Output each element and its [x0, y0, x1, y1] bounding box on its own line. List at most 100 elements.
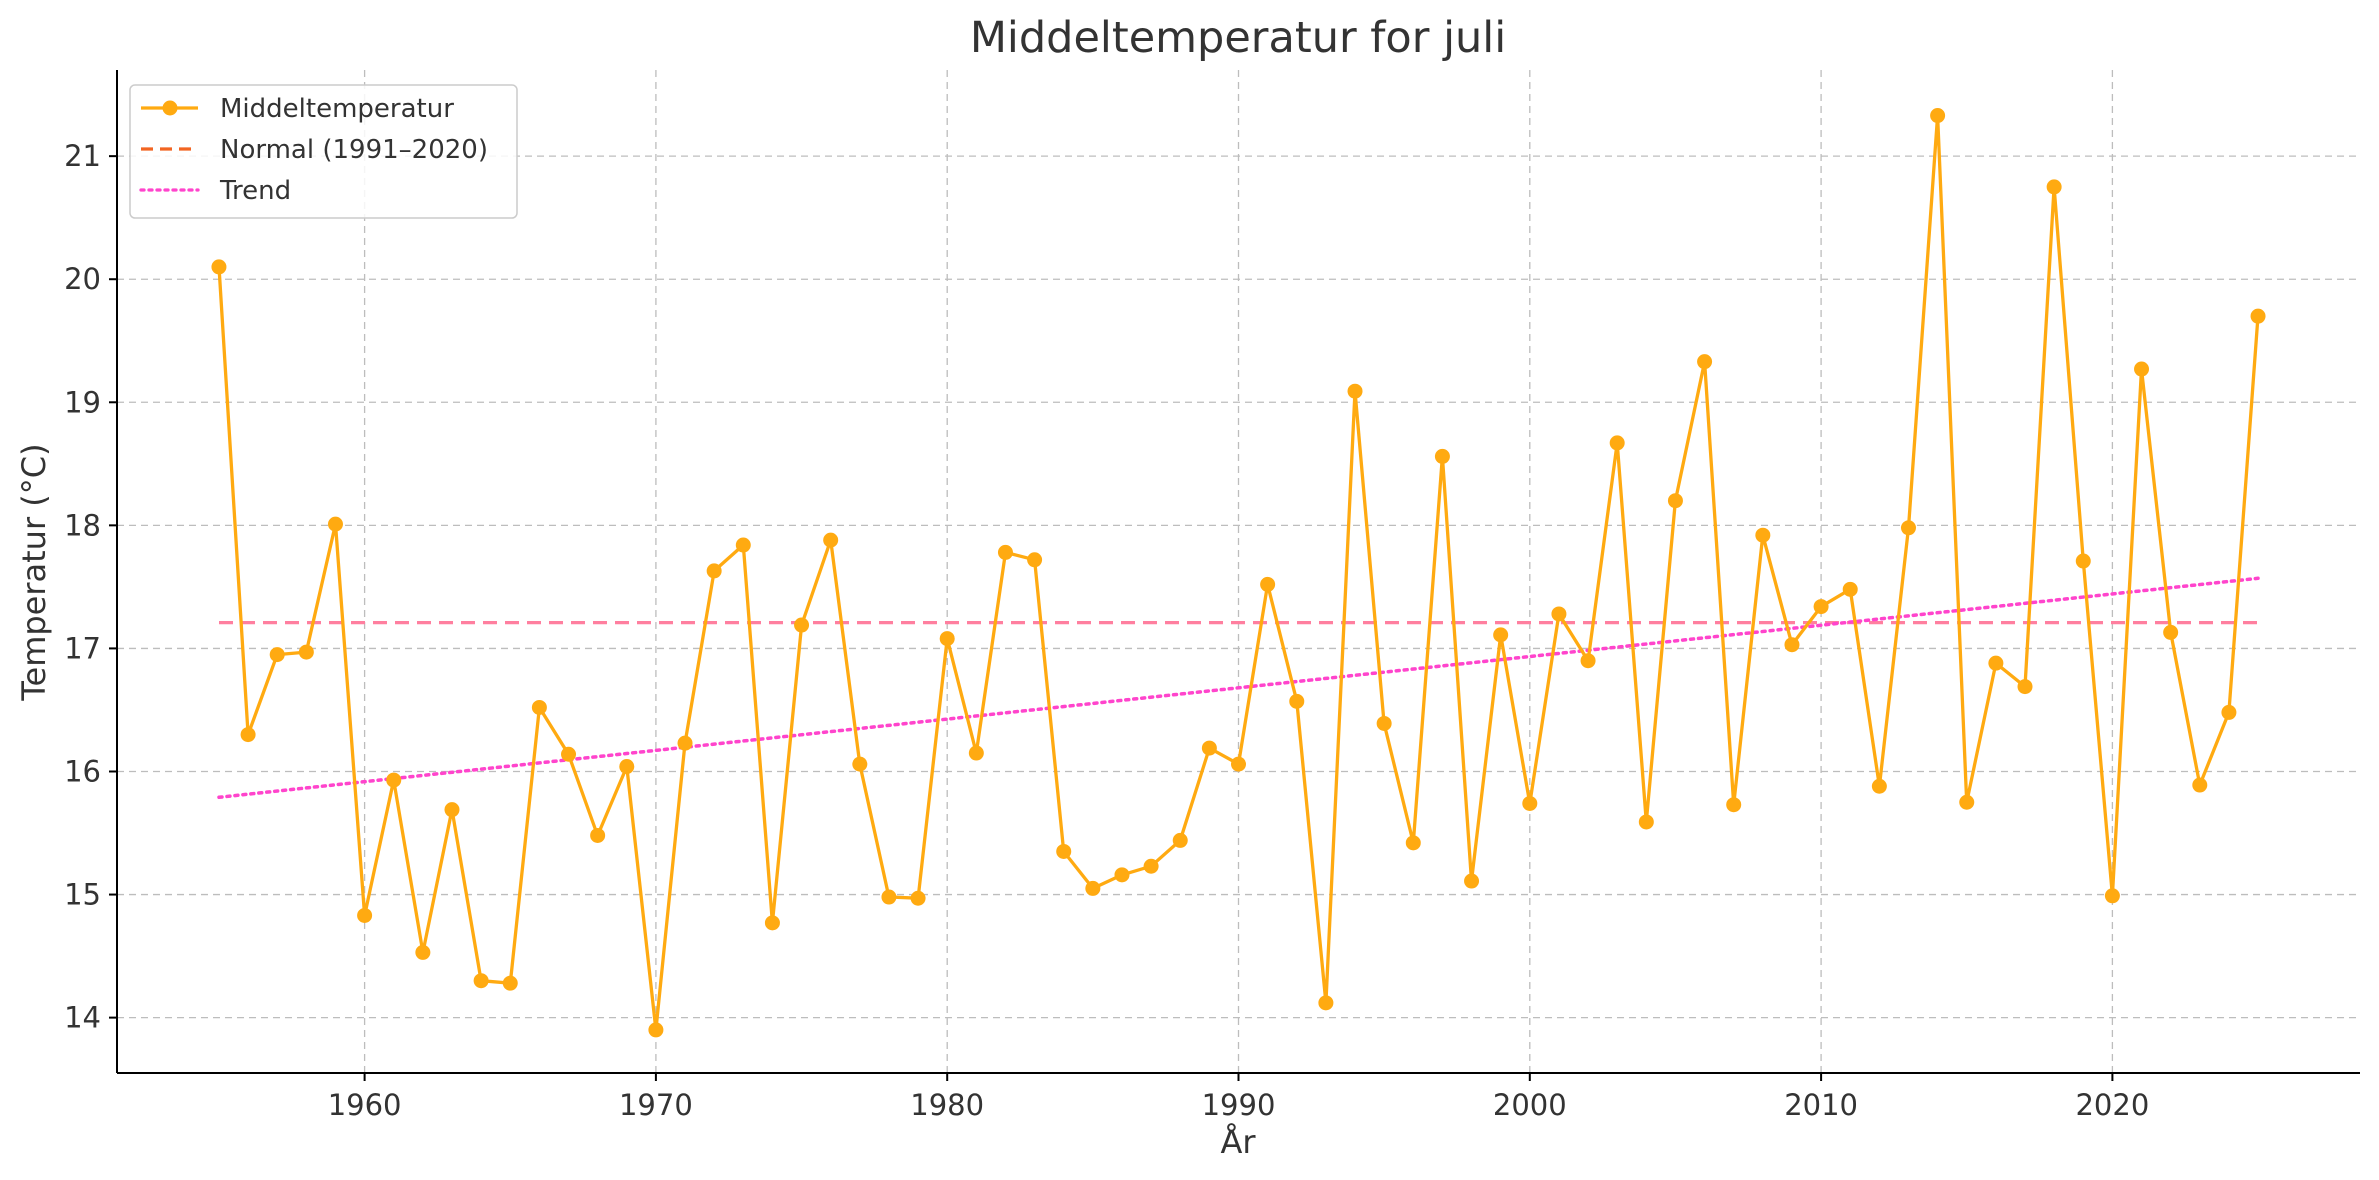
- data-point: [1871, 778, 1887, 794]
- data-point: [794, 617, 810, 633]
- legend-marker: [162, 100, 178, 116]
- data-point: [357, 907, 373, 923]
- y-tick-label: 14: [64, 1001, 101, 1035]
- y-tick-label: 17: [64, 631, 101, 665]
- data-point: [997, 544, 1013, 560]
- data-point: [2046, 179, 2062, 195]
- data-point: [240, 727, 256, 743]
- data-point: [1726, 797, 1742, 813]
- data-point: [1201, 740, 1217, 756]
- data-point: [764, 915, 780, 931]
- data-point: [1988, 655, 2004, 671]
- data-point: [1493, 627, 1509, 643]
- data-point: [1609, 435, 1625, 451]
- data-point: [2221, 704, 2237, 720]
- data-point: [2134, 361, 2150, 377]
- data-point: [677, 735, 693, 751]
- legend-label: Normal (1991–2020): [220, 135, 488, 165]
- data-point: [1318, 995, 1334, 1011]
- series-line-trend: [217, 576, 2260, 800]
- data-point: [1172, 832, 1188, 848]
- data-point: [269, 647, 285, 663]
- x-tick-label: 1980: [910, 1088, 984, 1122]
- data-point: [1231, 756, 1246, 772]
- data-point: [1434, 448, 1450, 464]
- data-point: [1930, 108, 1946, 124]
- data-point: [502, 975, 518, 991]
- x-tick-label: 1990: [1202, 1088, 1276, 1122]
- data-point: [415, 944, 431, 960]
- x-tick-label: 2000: [1493, 1088, 1567, 1122]
- axes: 1960 1970 1980 1990 2000 2010 2020 14 15 16 17 18 19…: [64, 70, 2360, 1122]
- data-point: [648, 1022, 664, 1038]
- data-point: [444, 802, 460, 818]
- data-point: [1027, 552, 1043, 568]
- data-point: [1289, 693, 1305, 709]
- data-point: [1551, 606, 1567, 622]
- legend-label: Middeltemperatur: [220, 94, 454, 124]
- data-point: [1755, 527, 1771, 543]
- data-point: [386, 772, 402, 788]
- data-point: [1697, 354, 1713, 370]
- data-point: [2104, 888, 2120, 904]
- y-tick-label: 16: [64, 754, 101, 788]
- data-point: [1347, 383, 1363, 399]
- data-point: [1667, 493, 1683, 509]
- data-point: [1085, 880, 1101, 896]
- data-point: [706, 563, 722, 579]
- x-tick-label: 2010: [1784, 1088, 1858, 1122]
- data-point: [968, 745, 984, 761]
- data-point: [1900, 520, 1916, 536]
- data-point: [1143, 858, 1159, 874]
- data-point: [2163, 624, 2179, 640]
- chart-title: Middeltemperatur for juli: [970, 13, 1506, 63]
- data-point: [910, 890, 926, 906]
- data-point: [1376, 715, 1392, 731]
- y-tick-label: 20: [64, 262, 101, 296]
- data-point: [823, 532, 839, 548]
- data-point: [2192, 777, 2208, 793]
- data-point: [1464, 873, 1480, 889]
- data-point: [561, 746, 577, 762]
- data-point: [2250, 308, 2266, 324]
- legend-label: Trend: [219, 176, 291, 206]
- data-point: [2075, 553, 2091, 569]
- data-point: [1522, 795, 1538, 811]
- data-point: [211, 259, 227, 275]
- data-point: [327, 516, 343, 532]
- y-tick-label: 21: [64, 139, 101, 173]
- data-point: [1638, 814, 1654, 830]
- data-point: [1580, 653, 1596, 669]
- data-point: [1405, 835, 1421, 851]
- data-point: [2017, 679, 2033, 695]
- x-tick-label: 1970: [619, 1088, 693, 1122]
- data-point: [1056, 843, 1072, 859]
- y-axis-label: Temperatur (°C): [15, 443, 53, 701]
- data-point: [1114, 867, 1130, 883]
- x-axis-label: År: [1220, 1123, 1256, 1161]
- y-tick-label: 15: [64, 878, 101, 912]
- data-point: [1959, 794, 1975, 810]
- data-point: [1784, 637, 1800, 653]
- data-point: [1813, 599, 1829, 615]
- y-tick-label: 19: [64, 385, 101, 419]
- series: [211, 108, 2266, 1038]
- y-tick-label: 18: [64, 508, 101, 542]
- legend-box: [129, 84, 518, 219]
- data-point: [531, 699, 547, 715]
- data-point: [298, 644, 314, 660]
- x-tick-label: 1960: [328, 1088, 402, 1122]
- data-point: [590, 827, 606, 843]
- legend: Middeltemperatur Normal (1991–2020) Trend: [129, 84, 518, 219]
- grid: [117, 70, 2360, 1073]
- data-point: [1260, 576, 1276, 592]
- data-point: [619, 759, 635, 775]
- data-point: [852, 756, 868, 772]
- data-point: [939, 631, 955, 647]
- x-tick-label: 2020: [2075, 1088, 2149, 1122]
- data-point: [881, 889, 897, 905]
- data-point: [473, 973, 489, 989]
- data-point: [735, 537, 751, 553]
- data-point: [1842, 581, 1858, 597]
